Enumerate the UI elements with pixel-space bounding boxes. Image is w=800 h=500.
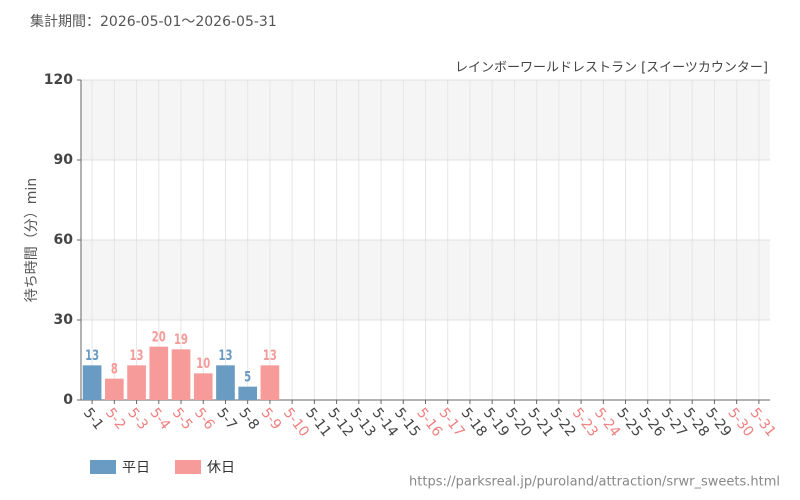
- y-tick-label: 90: [54, 152, 74, 168]
- value-label: 13: [218, 347, 232, 364]
- y-tick-label: 30: [54, 312, 74, 328]
- value-label: 13: [85, 347, 99, 364]
- legend-label: 平日: [122, 460, 150, 476]
- bar: [238, 386, 258, 400]
- value-label: 13: [263, 347, 277, 364]
- chart-subtitle: レインボーワールドレストラン [スイーツカウンター]: [455, 61, 768, 76]
- value-label: 5: [244, 368, 251, 385]
- bar: [260, 365, 280, 400]
- value-label: 20: [152, 328, 166, 345]
- value-label: 13: [130, 347, 144, 364]
- legend-label: 休日: [207, 460, 235, 476]
- source: https://parksreal.jp/puroland/attraction…: [409, 475, 780, 490]
- bar: [193, 373, 213, 400]
- value-label: 19: [174, 331, 188, 348]
- value-label: 8: [111, 360, 118, 377]
- y-axis-label: 待ち時間（分）min: [24, 178, 40, 302]
- bar: [82, 365, 102, 400]
- x-tick-label: 5-8: [235, 405, 262, 433]
- chart-title: 集計期間：2026-05-01～2026-05-31: [30, 13, 277, 30]
- x-tick-label: 5-5: [169, 405, 196, 433]
- x-tick-label: 5-1: [80, 405, 107, 433]
- x-tick-label: 5-9: [258, 405, 285, 433]
- bar: [216, 365, 235, 400]
- legend-swatch: [175, 460, 201, 474]
- y-tick-label: 0: [63, 392, 73, 408]
- y-tick-label: 60: [54, 232, 74, 248]
- y-tick-label: 120: [44, 72, 73, 88]
- x-tick-label: 5-4: [146, 405, 173, 433]
- bar: [149, 346, 169, 400]
- legend-swatch: [90, 460, 116, 474]
- x-tick-label: 5-7: [213, 405, 240, 433]
- bar: [171, 349, 191, 400]
- x-tick-label: 5-3: [124, 405, 151, 433]
- x-tick-label: 5-2: [102, 405, 129, 433]
- x-tick-label: 5-6: [191, 405, 218, 433]
- bar: [127, 365, 146, 400]
- value-label: 10: [196, 355, 210, 372]
- bar: [105, 378, 124, 400]
